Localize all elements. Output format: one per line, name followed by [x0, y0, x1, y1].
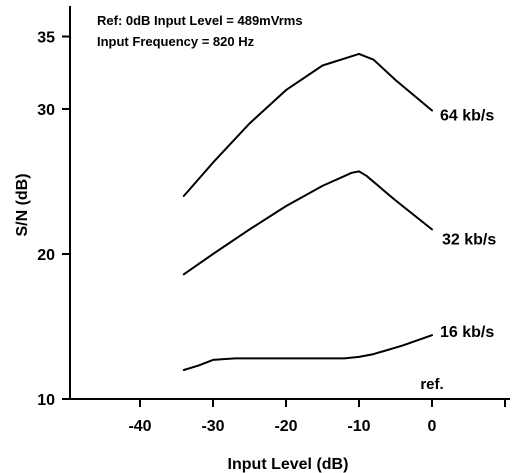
x-ticks: -40 -30 -20 -10 0	[128, 399, 506, 435]
series-label: 64 kb/s	[440, 107, 494, 124]
y-tick-label: 20	[37, 247, 55, 264]
x-tick-label: 0	[428, 418, 437, 435]
x-tick-label: -30	[201, 418, 224, 435]
series-label: 32 kb/s	[442, 231, 496, 248]
series-label: 16 kb/s	[440, 324, 494, 341]
x-axis-title: Input Level (dB)	[228, 456, 349, 473]
series-line-64-kb-s	[182, 52, 433, 197]
y-ticks: 10 20 30 35	[37, 30, 70, 409]
ref-label: ref.	[420, 376, 443, 393]
note-reference-level: Ref: 0dB Input Level = 489mVrms	[97, 13, 303, 28]
series-group: 64 kb/s 32 kb/s 16 kb/s	[182, 52, 496, 371]
x-tick-label: -20	[274, 418, 297, 435]
x-tick-label: -10	[347, 418, 370, 435]
y-tick-label: 30	[37, 102, 55, 119]
series-line-16-kb-s	[182, 334, 433, 371]
series-line-32-kb-s	[182, 170, 433, 276]
x-tick-label: -40	[128, 418, 151, 435]
y-tick-label: 35	[37, 30, 55, 47]
note-input-frequency: Input Frequency = 820 Hz	[97, 34, 255, 49]
y-tick-label: 10	[37, 392, 55, 409]
y-axis-title: S/N (dB)	[14, 173, 31, 236]
